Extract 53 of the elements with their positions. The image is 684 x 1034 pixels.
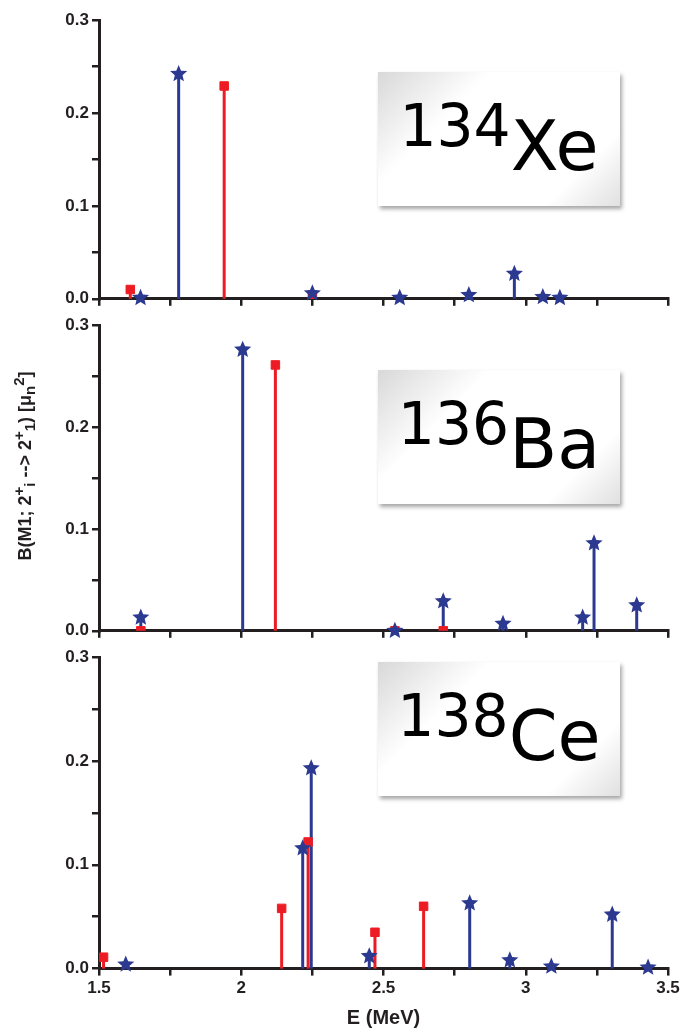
x-tick-label: 3 [521,978,531,998]
x-tick-label: 2 [236,978,246,998]
point [418,901,429,912]
y-tick-label: 0.0 [65,620,89,640]
point [117,955,135,972]
point [603,905,621,922]
point [386,621,404,639]
x-tick-label: 1.5 [87,978,111,998]
point [131,288,150,306]
point [303,284,321,301]
point [132,608,150,625]
point [219,81,229,91]
y-tick-label: 0.2 [65,102,89,122]
point [234,340,252,357]
y-tick-label: 0.3 [65,314,89,334]
point [302,759,320,776]
y-tick-label: 0.0 [65,958,89,978]
x-tick-label: 3.5 [656,978,680,998]
y-tick-label: 0.2 [65,416,89,436]
point [574,608,592,625]
y-tick-label: 0.0 [65,288,89,308]
point [294,839,312,856]
point [494,614,512,631]
point [270,360,281,370]
x-axis-title: E (MeV) [346,1005,421,1028]
point [505,264,523,281]
point [370,927,380,938]
point [639,958,657,975]
point [460,286,478,303]
point [534,287,552,305]
y-tick-label: 0.1 [65,854,89,874]
point [542,957,560,974]
x-tick-label: 2.5 [371,978,396,998]
point [628,596,646,613]
y-tick-label: 0.3 [65,9,89,29]
point [501,951,519,968]
text: $^{134}$Xe [399,91,599,188]
point [276,903,287,914]
y-tick-label: 0.2 [65,750,89,770]
point [360,947,378,964]
point [434,592,452,609]
y-tick-label: 0.1 [65,195,89,215]
point [585,534,603,551]
point [99,952,109,962]
y-tick-label: 0.3 [65,646,89,666]
point [391,288,409,306]
text: $^{138}$Ce [397,681,601,778]
point [125,284,136,295]
text: $^{136}$Ba [397,389,601,486]
point [170,64,188,82]
point [461,894,479,911]
y-tick-label: 0.1 [65,518,89,538]
point [551,288,569,306]
